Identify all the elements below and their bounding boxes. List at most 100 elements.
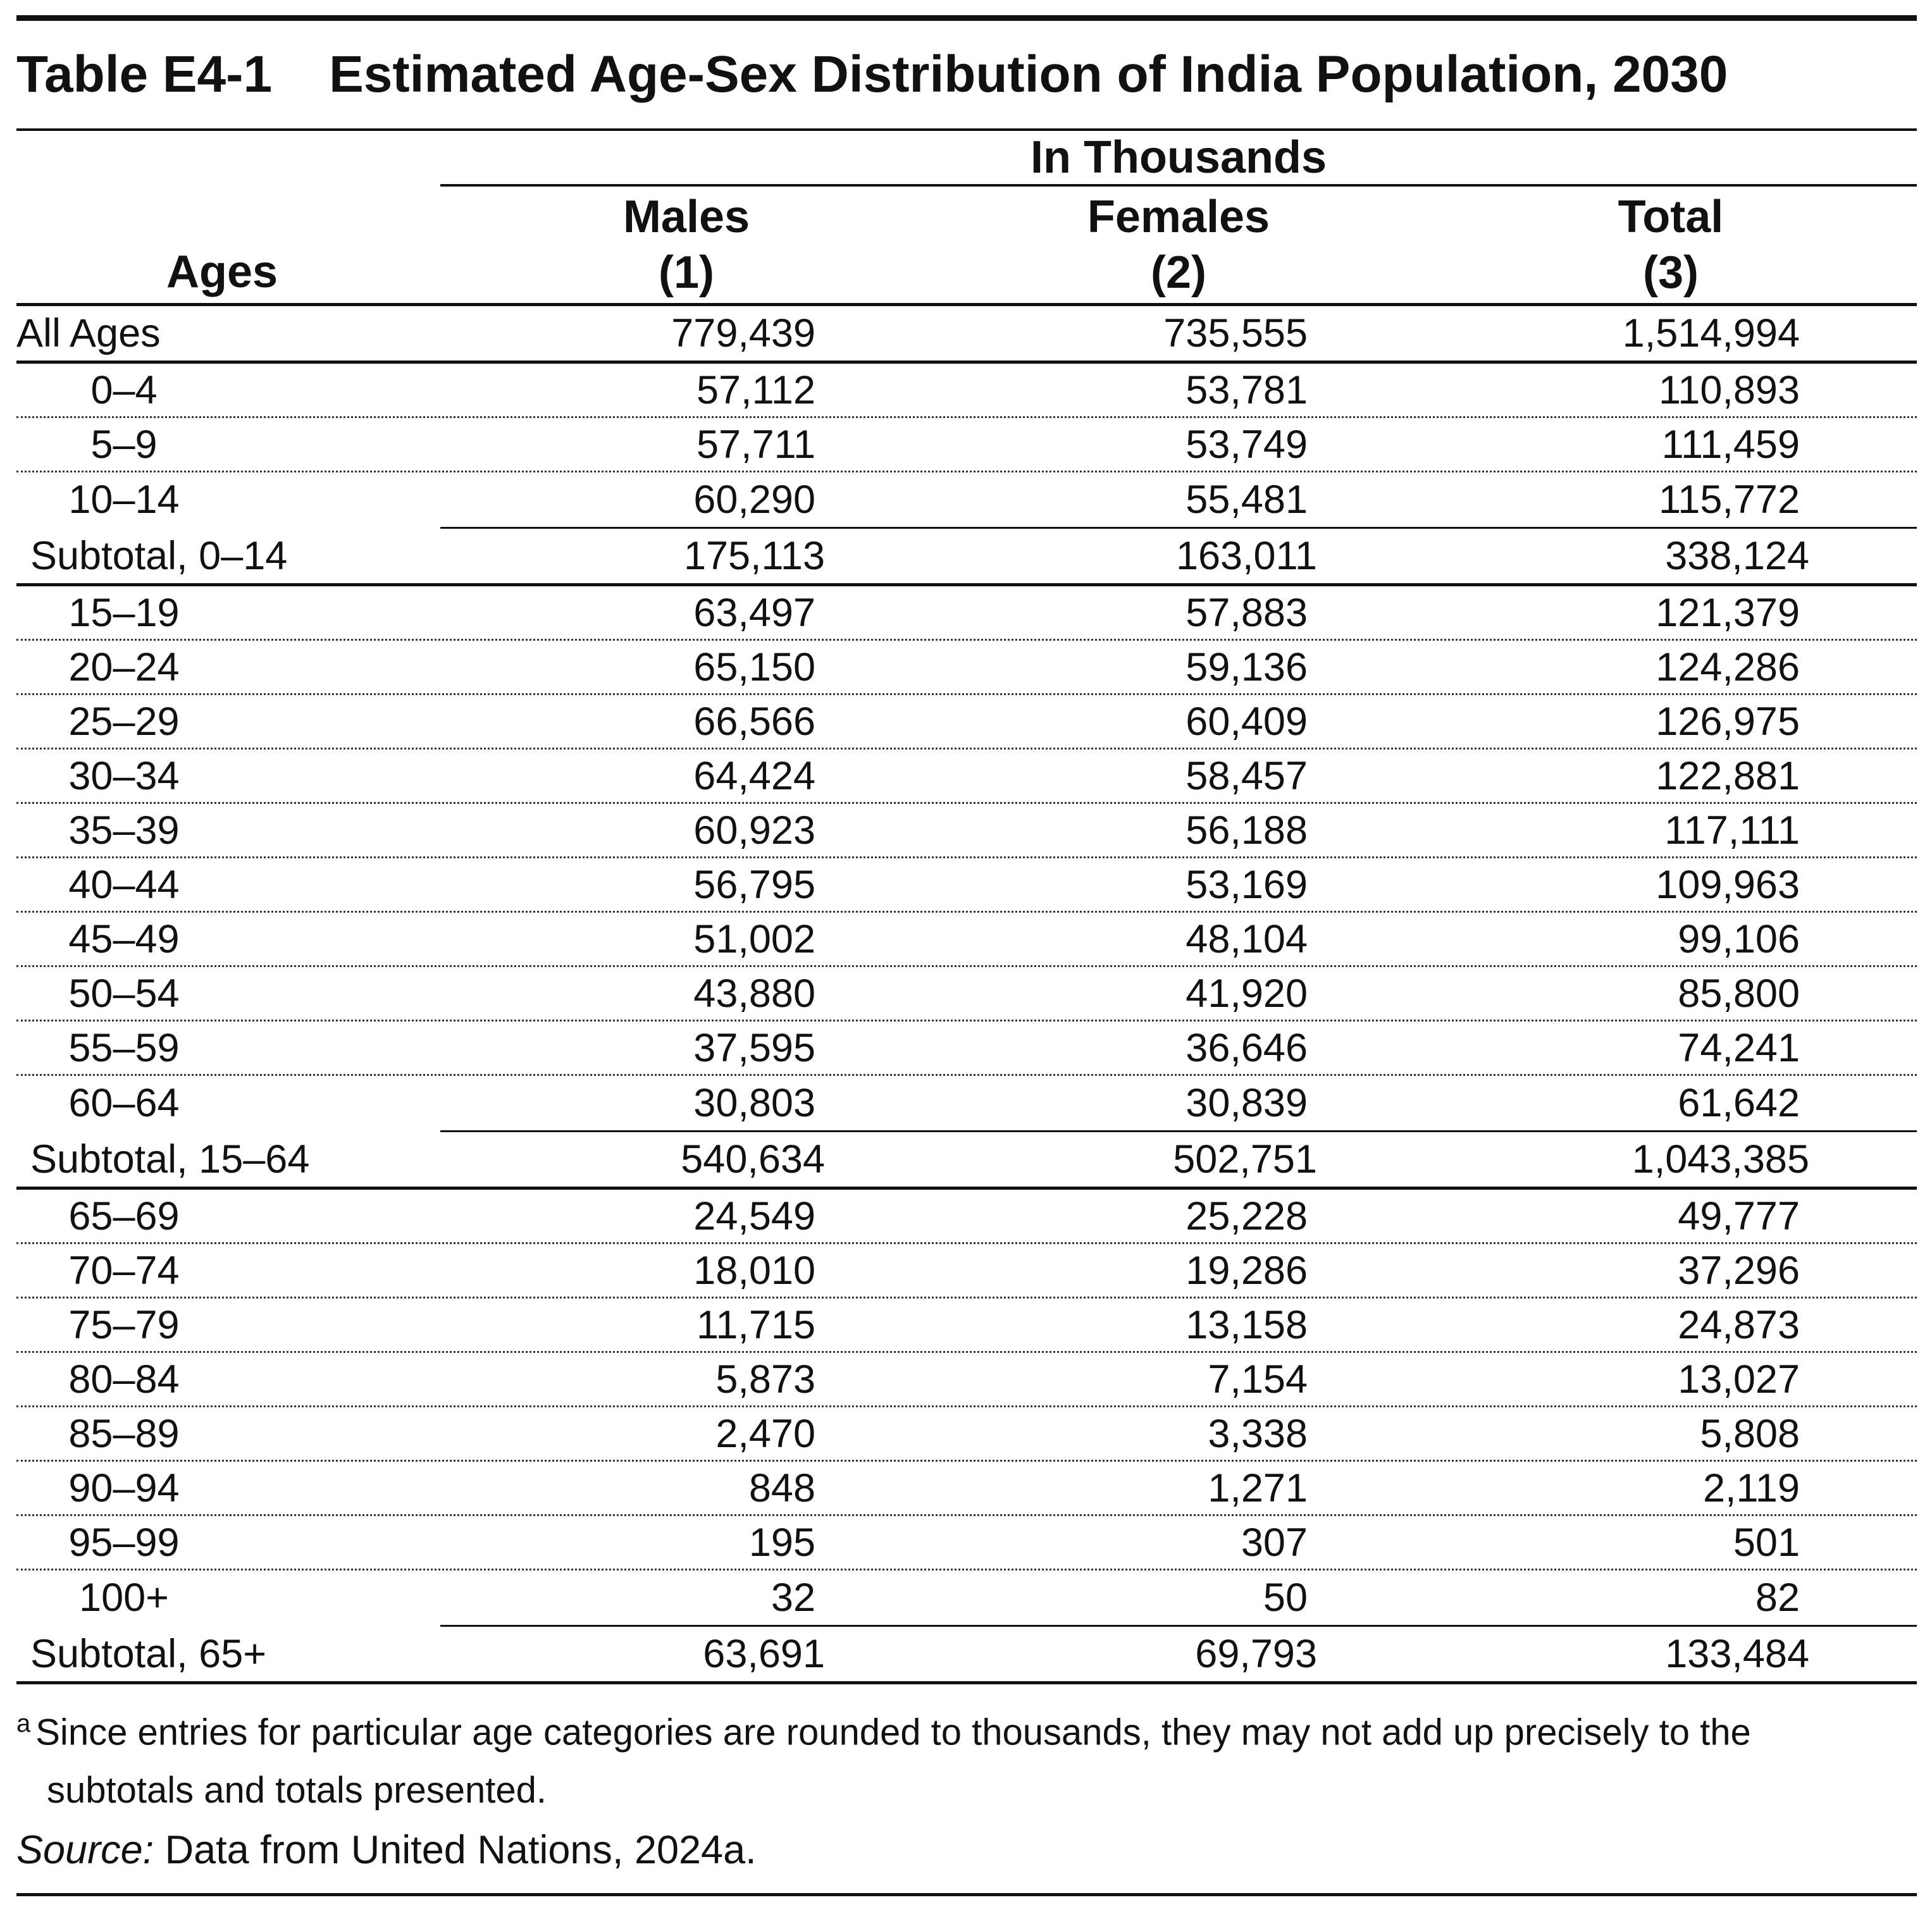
row-females: 69,793 xyxy=(1195,1632,1317,1676)
males-header-label: Males xyxy=(622,192,750,242)
females-header-label: Females xyxy=(1087,192,1270,242)
row-total: 117,111 xyxy=(1664,808,1800,853)
row-females: 41,920 xyxy=(1186,971,1308,1016)
row-females: 57,883 xyxy=(1186,590,1308,635)
row-total: 37,296 xyxy=(1678,1248,1800,1293)
females-header: Females (2) xyxy=(932,187,1425,303)
row-females: 502,751 xyxy=(1173,1137,1317,1181)
row-females: 7,154 xyxy=(1208,1357,1308,1402)
row-females: 53,781 xyxy=(1186,367,1308,412)
row-age: 80–84 xyxy=(68,1357,180,1402)
row-males: 11,715 xyxy=(696,1302,815,1347)
row-males: 43,880 xyxy=(693,971,815,1016)
table-row: 0–4 57,112 53,781 110,893 xyxy=(16,364,1917,418)
row-total: 85,800 xyxy=(1678,971,1800,1016)
row-age: 90–94 xyxy=(68,1465,180,1510)
row-age: 75–79 xyxy=(68,1302,180,1347)
row-total: 121,379 xyxy=(1656,590,1800,635)
young-rows: 0–4 57,112 53,781 110,893 5–9 57,711 53,749 111… xyxy=(16,364,1917,527)
row-males: 540,634 xyxy=(681,1137,825,1181)
row-age: Subtotal, 65+ xyxy=(30,1632,267,1676)
row-age: 65–69 xyxy=(68,1194,180,1238)
subtotal-old-rule xyxy=(16,1625,1917,1627)
row-females: 60,409 xyxy=(1186,699,1308,744)
row-age: 35–39 xyxy=(68,808,180,853)
footnote-line-1: Since entries for particular age categor… xyxy=(35,1712,1751,1753)
working-rows: 15–19 63,497 57,883 121,379 20–24 65,150 59,13… xyxy=(16,586,1917,1130)
subtotal-working-bottom-rule xyxy=(16,1187,1917,1190)
row-males: 195 xyxy=(748,1520,815,1565)
units-rule xyxy=(440,184,1917,187)
row-total: 1,514,994 xyxy=(1622,311,1800,355)
row-females: 3,338 xyxy=(1208,1411,1308,1456)
footnote-line-2: subtotals and totals presented. xyxy=(47,1770,547,1811)
row-age: 30–34 xyxy=(68,753,180,798)
row-females: 163,011 xyxy=(1175,534,1317,578)
table-row: 30–34 64,424 58,457 122,881 xyxy=(16,750,1917,804)
top-rule xyxy=(16,15,1917,21)
table-row: 95–99 195 307 501 xyxy=(16,1516,1917,1570)
row-males: 57,711 xyxy=(696,422,815,467)
row-females: 19,286 xyxy=(1186,1248,1308,1293)
females-header-number: (2) xyxy=(1151,247,1206,298)
row-age: 100+ xyxy=(79,1576,169,1620)
table-row: 100+ 32 50 82 xyxy=(16,1570,1917,1625)
row-total: 338,124 xyxy=(1665,534,1809,578)
row-total: 49,777 xyxy=(1678,1194,1800,1238)
row-total: 1,043,385 xyxy=(1632,1137,1809,1181)
row-females: 13,158 xyxy=(1186,1302,1308,1347)
source-text: Data from United Nations, 2024a. xyxy=(154,1828,757,1873)
row-males: 5,873 xyxy=(715,1357,815,1402)
table-row: 45–49 51,002 48,104 99,106 xyxy=(16,913,1917,967)
row-females: 59,136 xyxy=(1186,645,1308,689)
row-females: 36,646 xyxy=(1186,1025,1308,1070)
table-row: 65–69 24,549 25,228 49,777 xyxy=(16,1190,1917,1244)
row-age: 60–64 xyxy=(68,1081,180,1125)
row-females: 735,555 xyxy=(1163,311,1308,355)
page-bottom-rule xyxy=(16,1893,1917,1897)
row-males: 779,439 xyxy=(671,311,815,355)
ages-header: Ages xyxy=(166,247,278,297)
row-total: 124,286 xyxy=(1656,645,1800,689)
subtotal-young-bottom-rule xyxy=(16,583,1917,586)
row-males: 51,002 xyxy=(693,916,815,961)
row-age: Subtotal, 15–64 xyxy=(30,1137,310,1181)
row-males: 24,549 xyxy=(693,1194,815,1238)
header-rule xyxy=(16,303,1917,306)
row-age: 95–99 xyxy=(68,1520,180,1565)
table-row: 15–19 63,497 57,883 121,379 xyxy=(16,586,1917,641)
table-row: 5–9 57,711 53,749 111,459 xyxy=(16,418,1917,472)
table-bottom-rule xyxy=(16,1681,1917,1684)
row-total: 133,484 xyxy=(1665,1632,1809,1676)
row-total: 111,459 xyxy=(1661,422,1800,467)
subtotal-working-row: Subtotal, 15–64 540,634 502,751 1,043,38… xyxy=(16,1132,1917,1187)
row-females: 58,457 xyxy=(1186,753,1308,798)
row-age: All Ages xyxy=(16,311,161,355)
row-males: 2,470 xyxy=(715,1411,815,1456)
source-note: Source: Data from United Nations, 2024a. xyxy=(16,1820,1917,1880)
row-total: 2,119 xyxy=(1703,1465,1800,1510)
table-row: 70–74 18,010 19,286 37,296 xyxy=(16,1244,1917,1299)
table-page: Table E4-1 Estimated Age-Sex Distributio… xyxy=(16,15,1917,1897)
subtotal-working-rule xyxy=(16,1130,1917,1132)
row-age: 45–49 xyxy=(68,916,180,961)
table-row: 60–64 30,803 30,839 61,642 xyxy=(16,1076,1917,1130)
total-header-label: Total xyxy=(1618,192,1724,242)
footnote-mark: a xyxy=(16,1710,31,1737)
row-males: 37,595 xyxy=(693,1025,815,1070)
row-females: 55,481 xyxy=(1186,478,1308,522)
row-females: 48,104 xyxy=(1186,916,1308,961)
row-females: 307 xyxy=(1241,1520,1308,1565)
row-age: 70–74 xyxy=(68,1248,180,1293)
row-total: 82 xyxy=(1755,1576,1800,1620)
row-males: 63,691 xyxy=(703,1632,825,1676)
row-total: 115,772 xyxy=(1658,478,1800,522)
table-row: 75–79 11,715 13,158 24,873 xyxy=(16,1299,1917,1353)
row-females: 53,169 xyxy=(1186,862,1308,907)
row-females: 25,228 xyxy=(1186,1194,1308,1238)
row-total: 122,881 xyxy=(1656,753,1800,798)
footnote: a Since entries for particular age catego… xyxy=(16,1694,1917,1820)
table-row: 85–89 2,470 3,338 5,808 xyxy=(16,1407,1917,1462)
row-total: 5,808 xyxy=(1700,1411,1800,1456)
table-row: 90–94 848 1,271 2,119 xyxy=(16,1462,1917,1516)
